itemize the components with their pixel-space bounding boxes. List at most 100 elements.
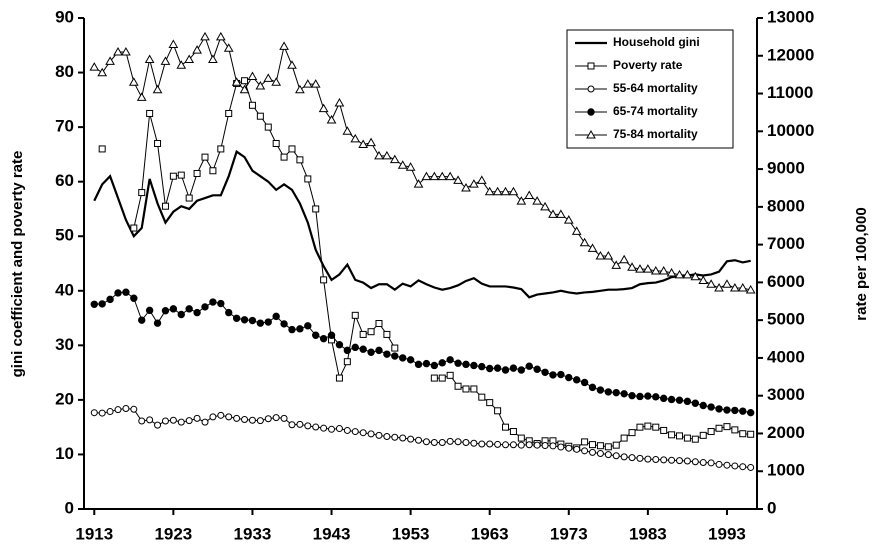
marker	[587, 85, 595, 93]
marker	[731, 406, 739, 415]
marker	[675, 432, 683, 440]
marker	[209, 298, 217, 306]
marker	[524, 190, 535, 200]
x-tick-label: 1923	[154, 524, 192, 543]
marker	[683, 434, 691, 442]
marker	[454, 359, 462, 367]
marker	[658, 266, 669, 275]
marker	[484, 186, 495, 196]
marker	[581, 447, 589, 455]
marker	[296, 156, 304, 164]
marker	[272, 414, 280, 422]
marker	[201, 153, 209, 161]
marker	[525, 362, 533, 370]
marker	[98, 300, 106, 308]
marker	[128, 77, 139, 86]
marker	[446, 437, 454, 445]
y-axis-title: gini coefficient and poverty rate	[9, 151, 26, 378]
marker	[342, 126, 353, 135]
marker	[739, 407, 747, 415]
marker	[328, 425, 336, 433]
marker	[185, 417, 193, 425]
marker	[375, 431, 383, 439]
marker	[579, 237, 590, 247]
marker	[493, 364, 502, 372]
marker	[596, 449, 604, 457]
marker	[296, 325, 304, 333]
marker	[478, 440, 486, 448]
marker	[476, 175, 487, 184]
marker	[105, 56, 115, 65]
y-tick-label: 0	[65, 498, 74, 517]
marker	[169, 416, 177, 424]
marker	[359, 345, 367, 353]
marker	[659, 394, 668, 403]
marker	[154, 139, 162, 147]
marker	[596, 442, 604, 450]
marker	[516, 196, 527, 205]
marker	[161, 417, 169, 425]
legend-label: Poverty rate	[613, 58, 683, 72]
y-tick-label: 20	[55, 389, 74, 408]
marker	[636, 392, 644, 401]
marker	[169, 305, 178, 313]
marker	[391, 433, 399, 441]
marker	[304, 322, 312, 330]
y2-tick-label: 6000	[767, 272, 805, 291]
marker	[136, 92, 147, 101]
x-tick-label: 1943	[313, 524, 351, 543]
x-tick-label: 1993	[708, 524, 746, 543]
marker	[486, 440, 494, 448]
marker	[264, 123, 272, 131]
marker	[153, 319, 162, 327]
marker	[414, 360, 423, 369]
marker	[271, 77, 282, 86]
marker	[723, 406, 731, 414]
legend-label: 75-84 mortality	[613, 127, 698, 141]
marker	[604, 451, 612, 459]
marker	[595, 250, 606, 260]
marker	[232, 314, 241, 322]
marker	[454, 438, 462, 446]
marker	[469, 179, 479, 188]
marker	[223, 43, 234, 52]
marker	[453, 175, 463, 184]
marker	[302, 79, 313, 88]
marker	[201, 418, 209, 426]
marker	[715, 424, 723, 432]
marker	[264, 415, 272, 423]
marker	[399, 434, 407, 442]
marker	[437, 171, 448, 181]
y-tick-label: 80	[55, 62, 74, 81]
marker	[714, 283, 724, 292]
marker	[231, 77, 242, 86]
marker	[399, 354, 407, 362]
marker	[612, 388, 620, 397]
marker	[707, 459, 715, 467]
marker	[691, 435, 699, 443]
marker	[557, 370, 565, 379]
marker	[233, 414, 241, 422]
marker	[389, 154, 400, 164]
y2-tick-label: 2000	[767, 423, 805, 442]
x-tick-label: 1973	[550, 524, 588, 543]
marker	[715, 405, 723, 413]
marker	[588, 383, 597, 392]
marker	[184, 54, 195, 64]
marker	[492, 186, 503, 196]
marker	[438, 374, 446, 382]
marker	[97, 67, 108, 77]
marker	[98, 409, 106, 417]
marker	[666, 267, 677, 277]
series-line	[93, 149, 751, 299]
marker	[533, 441, 541, 449]
marker	[502, 441, 510, 449]
marker	[422, 359, 431, 368]
marker	[122, 405, 130, 413]
marker	[604, 388, 613, 396]
marker	[731, 462, 739, 470]
marker	[288, 421, 296, 429]
marker	[485, 364, 494, 373]
marker	[225, 109, 233, 117]
